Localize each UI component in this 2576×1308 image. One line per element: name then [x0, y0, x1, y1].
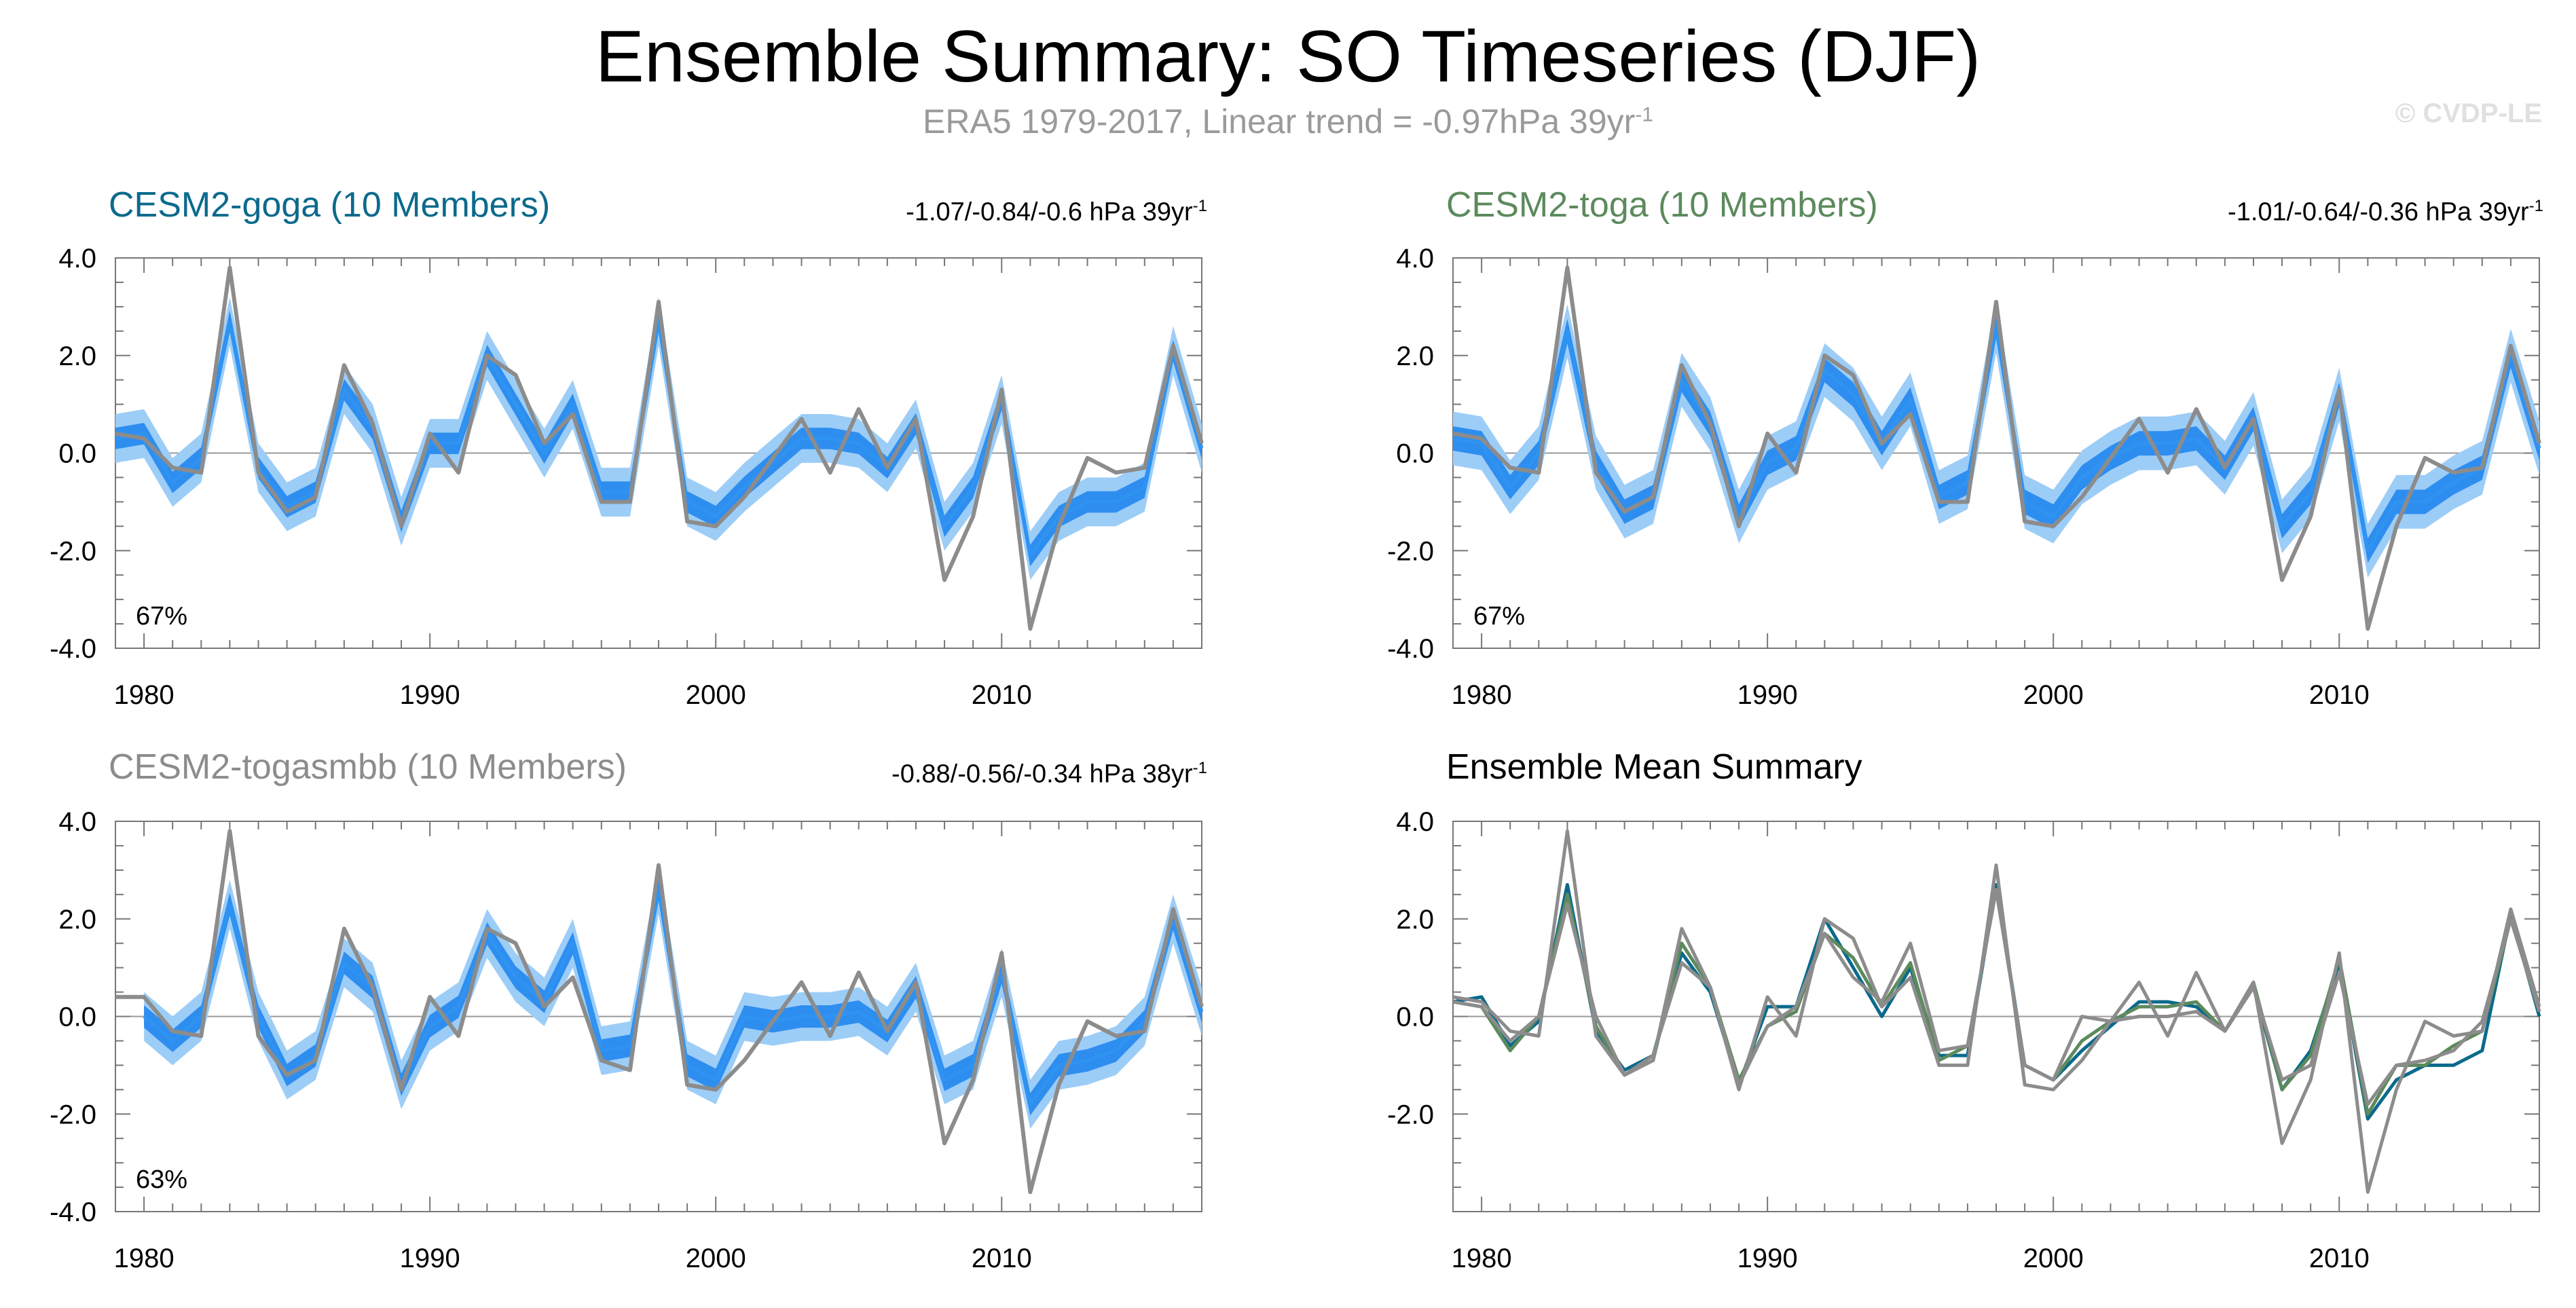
x-tick-label: 2000	[2023, 680, 2084, 710]
era5-line	[1452, 265, 2541, 631]
credit-watermark: © CVDP-LE	[2395, 98, 2542, 128]
panel-trend-togasmbb: -0.88/-0.56/-0.34 hPa 38yr-1	[891, 759, 1207, 789]
x-tick-label: 2010	[2309, 680, 2370, 710]
trend-exp-togasmbb: -1	[1192, 759, 1207, 777]
y-tick-label: -4.0	[1387, 634, 1434, 664]
y-tick-label: 0.0	[1396, 1003, 1434, 1032]
figure-title: Ensemble Summary: SO Timeseries (DJF)	[595, 15, 1981, 97]
y-tick-label: 4.0	[1396, 244, 1434, 274]
percent-annotation: 63%	[136, 1165, 187, 1194]
era5-line	[115, 829, 1204, 1195]
band-inner	[1453, 314, 2539, 563]
trend-text-togasmbb: -0.88/-0.56/-0.34 hPa 38yr	[891, 760, 1193, 789]
y-tick-label: 4.0	[58, 807, 96, 837]
percent-annotation: 67%	[136, 602, 187, 631]
x-tick-label: 1990	[400, 680, 460, 710]
chart-goga: -4.0 -2.0 0.0 2.0 4.0 1980 1990 2000 2010 67%	[50, 244, 1204, 710]
y-tick-label: 2.0	[1396, 905, 1434, 935]
y-tick-label: -2.0	[50, 1100, 96, 1129]
panel-title-togasmbb: CESM2-togasmbb (10 Members)	[109, 747, 627, 787]
panel-title-summary: Ensemble Mean Summary	[1446, 747, 1862, 787]
panel-trend-goga: -1.07/-0.84/-0.6 hPa 39yr-1	[906, 197, 1207, 227]
panel-title-toga: CESM2-toga (10 Members)	[1446, 185, 1878, 225]
ensemble-mean-line	[115, 319, 1204, 557]
era5-line	[115, 265, 1204, 631]
figure-subtitle: ERA5 1979-2017, Linear trend = -0.97hPa …	[0, 102, 2576, 141]
y-tick-label: 2.0	[58, 341, 96, 371]
y-tick-label: -2.0	[1387, 536, 1434, 566]
band-inner	[115, 310, 1202, 567]
y-tick-label: 2.0	[1396, 341, 1434, 371]
y-tick-label: 4.0	[1396, 807, 1434, 837]
percent-annotation: 67%	[1473, 602, 1525, 631]
trend-exp-toga: -1	[2528, 197, 2543, 215]
chart-toga: -4.0 -2.0 0.0 2.0 4.0 1980 1990 2000 2010 67%	[1387, 244, 2541, 710]
x-tick-label: 1990	[1737, 1244, 1798, 1273]
y-tick-label: 2.0	[58, 905, 96, 935]
x-tick-label: 2000	[2023, 1244, 2084, 1273]
panel-trend-toga: -1.01/-0.64/-0.36 hPa 39yr-1	[2228, 197, 2543, 227]
trend-exp-goga: -1	[1192, 197, 1207, 215]
x-tick-label: 2000	[686, 1244, 746, 1273]
series-line-cesm2-toga	[1452, 888, 2541, 1116]
y-tick-label: -2.0	[1387, 1100, 1434, 1129]
trend-text-toga: -1.01/-0.64/-0.36 hPa 39yr	[2228, 198, 2529, 227]
y-tick-label: -4.0	[50, 634, 96, 664]
chart-summary: -2.0 0.0 2.0 4.0 1980 1990 2000 2010	[1387, 807, 2541, 1273]
trend-text-goga: -1.07/-0.84/-0.6 hPa 39yr	[906, 198, 1193, 227]
y-tick-label: 0.0	[58, 1003, 96, 1032]
series-line-cesm2-togasmbb	[1452, 888, 2541, 1106]
subtitle-text: ERA5 1979-2017, Linear trend = -0.97hPa …	[922, 102, 1636, 141]
subtitle-exponent: -1	[1635, 103, 1653, 126]
y-tick-label: 4.0	[58, 244, 96, 274]
x-tick-label: 1980	[1452, 1244, 1512, 1273]
x-tick-label: 1980	[114, 1244, 174, 1273]
x-tick-label: 2000	[686, 680, 746, 710]
y-tick-label: -2.0	[50, 536, 96, 566]
panel-title-goga: CESM2-goga (10 Members)	[109, 185, 551, 225]
y-tick-label: 0.0	[1396, 439, 1434, 469]
x-tick-label: 1990	[400, 1244, 460, 1273]
x-tick-label: 2010	[972, 680, 1032, 710]
x-tick-label: 1990	[1737, 680, 1798, 710]
y-tick-label: 0.0	[58, 439, 96, 469]
x-tick-label: 1980	[1452, 680, 1512, 710]
x-tick-label: 2010	[2309, 1244, 2370, 1273]
x-tick-label: 2010	[972, 1244, 1032, 1273]
series-line-era5	[1452, 829, 2541, 1194]
series-line-cesm2-goga	[1452, 882, 2541, 1121]
y-tick-label: -4.0	[50, 1197, 96, 1227]
chart-togasmbb: -4.0 -2.0 0.0 2.0 4.0 1980 1990 2000 2010 63%	[50, 807, 1204, 1273]
x-tick-label: 1980	[114, 680, 174, 710]
